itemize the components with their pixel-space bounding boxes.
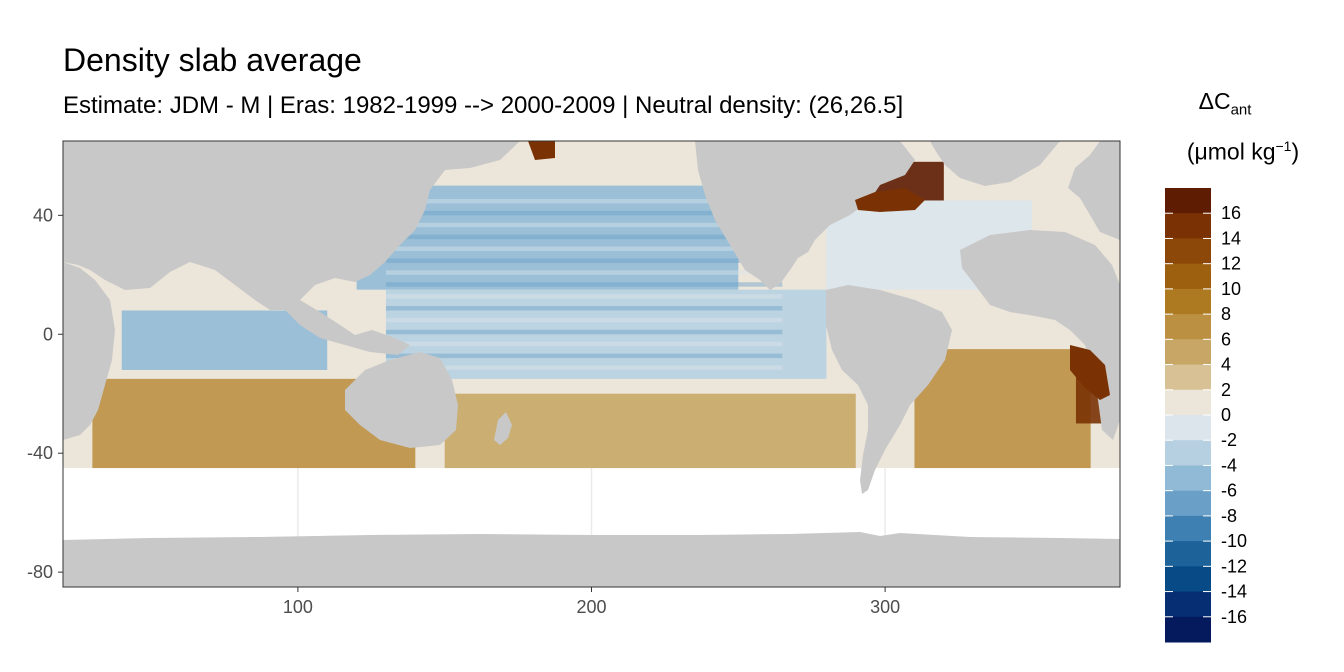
pacific-band	[385, 270, 783, 275]
map-panel	[63, 141, 1120, 587]
pacific-band	[385, 258, 783, 263]
land-indonesia	[280, 300, 410, 355]
legend-swatch	[1165, 541, 1211, 567]
legend-title: ΔCant	[1198, 88, 1252, 119]
pacific-band	[385, 329, 783, 335]
land-asia	[63, 141, 520, 310]
pacific-band	[385, 246, 783, 252]
legend-label: -10	[1221, 531, 1247, 551]
legend-swatch	[1165, 288, 1211, 315]
land-north-america	[695, 141, 915, 290]
legend-label: -6	[1221, 481, 1237, 501]
legend-label: -4	[1221, 455, 1237, 475]
pacific-band	[385, 222, 783, 228]
legend-label: -2	[1221, 430, 1237, 450]
legend-swatch	[1165, 616, 1211, 643]
legend-label: 4	[1221, 355, 1231, 375]
y-tick-label: -40	[27, 443, 53, 463]
pacific-band	[385, 210, 783, 216]
legend-label: 14	[1221, 228, 1241, 248]
strong-signal-patches	[528, 141, 1110, 400]
y-tick-label: -80	[27, 562, 53, 582]
legend-swatch	[1165, 515, 1211, 542]
patch-benguela	[1070, 345, 1110, 400]
pacific-band	[385, 365, 783, 370]
patch-labrador	[855, 188, 925, 212]
heatmap-regions	[92, 161, 1115, 469]
region-south-atlantic	[914, 349, 1091, 469]
legend-colorbar: 16 14 12 10 8 6 4 2 0 -2 -4 -6 -8 -10 -12 -14 -16	[1165, 188, 1247, 643]
x-tick-label: 300	[870, 597, 900, 617]
chart-subtitle: Estimate: JDM - M | Eras: 1982-1999 --> …	[63, 92, 904, 119]
legend-label: 8	[1221, 304, 1231, 324]
y-tick-label: 40	[33, 205, 53, 225]
x-tick-label: 200	[576, 597, 606, 617]
land-masks	[63, 141, 1120, 587]
legend-swatch	[1165, 566, 1211, 593]
legend-label: 16	[1221, 203, 1241, 223]
pacific-band	[385, 198, 783, 204]
legend-label: 2	[1221, 380, 1231, 400]
legend-swatch	[1165, 440, 1211, 466]
y-tick-label: 0	[43, 324, 53, 344]
pacific-band	[385, 317, 783, 323]
land-europe	[1068, 141, 1120, 240]
legend-label: 12	[1221, 254, 1241, 274]
pacific-band	[385, 306, 783, 311]
region-equatorial-pacific	[385, 289, 827, 379]
legend-swatch	[1165, 490, 1211, 517]
legend-label: -14	[1221, 582, 1247, 602]
pacific-band	[385, 282, 783, 287]
legend-unit: (μmol kg−1)	[1186, 138, 1300, 165]
legend-swatch	[1165, 591, 1211, 618]
region-south-pacific	[444, 393, 856, 469]
legend-swatch	[1165, 415, 1211, 441]
pacific-band	[385, 353, 783, 359]
x-tick-label: 100	[283, 597, 313, 617]
legend-swatch	[1165, 364, 1211, 391]
legend-swatch	[1165, 238, 1211, 265]
legend-swatch	[1165, 339, 1211, 366]
land-greenland	[930, 141, 1060, 186]
legend-swatch	[1165, 314, 1211, 340]
legend-label: 6	[1221, 329, 1231, 349]
legend-label: -8	[1221, 506, 1237, 526]
legend-label: -16	[1221, 607, 1247, 627]
region-indian-equatorial	[121, 310, 328, 370]
land-antarctica	[63, 532, 1120, 587]
pacific-band	[385, 341, 783, 347]
legend-swatch	[1165, 263, 1211, 290]
legend-swatch	[1165, 213, 1211, 239]
legend-label: 10	[1221, 279, 1241, 299]
pacific-band	[385, 294, 783, 299]
land-south-america	[826, 285, 952, 494]
legend-swatch	[1165, 465, 1211, 492]
land-new-zealand	[494, 412, 512, 445]
land-west-edge	[63, 262, 115, 440]
chart-title: Density slab average	[63, 42, 362, 78]
legend-swatch	[1165, 389, 1211, 416]
land-australia	[345, 352, 458, 448]
legend-label: 0	[1221, 405, 1231, 425]
land-africa	[960, 230, 1120, 440]
legend-swatch	[1165, 188, 1211, 214]
legend-label: -12	[1221, 556, 1247, 576]
pacific-band	[385, 234, 783, 240]
patch-bering	[528, 141, 555, 160]
